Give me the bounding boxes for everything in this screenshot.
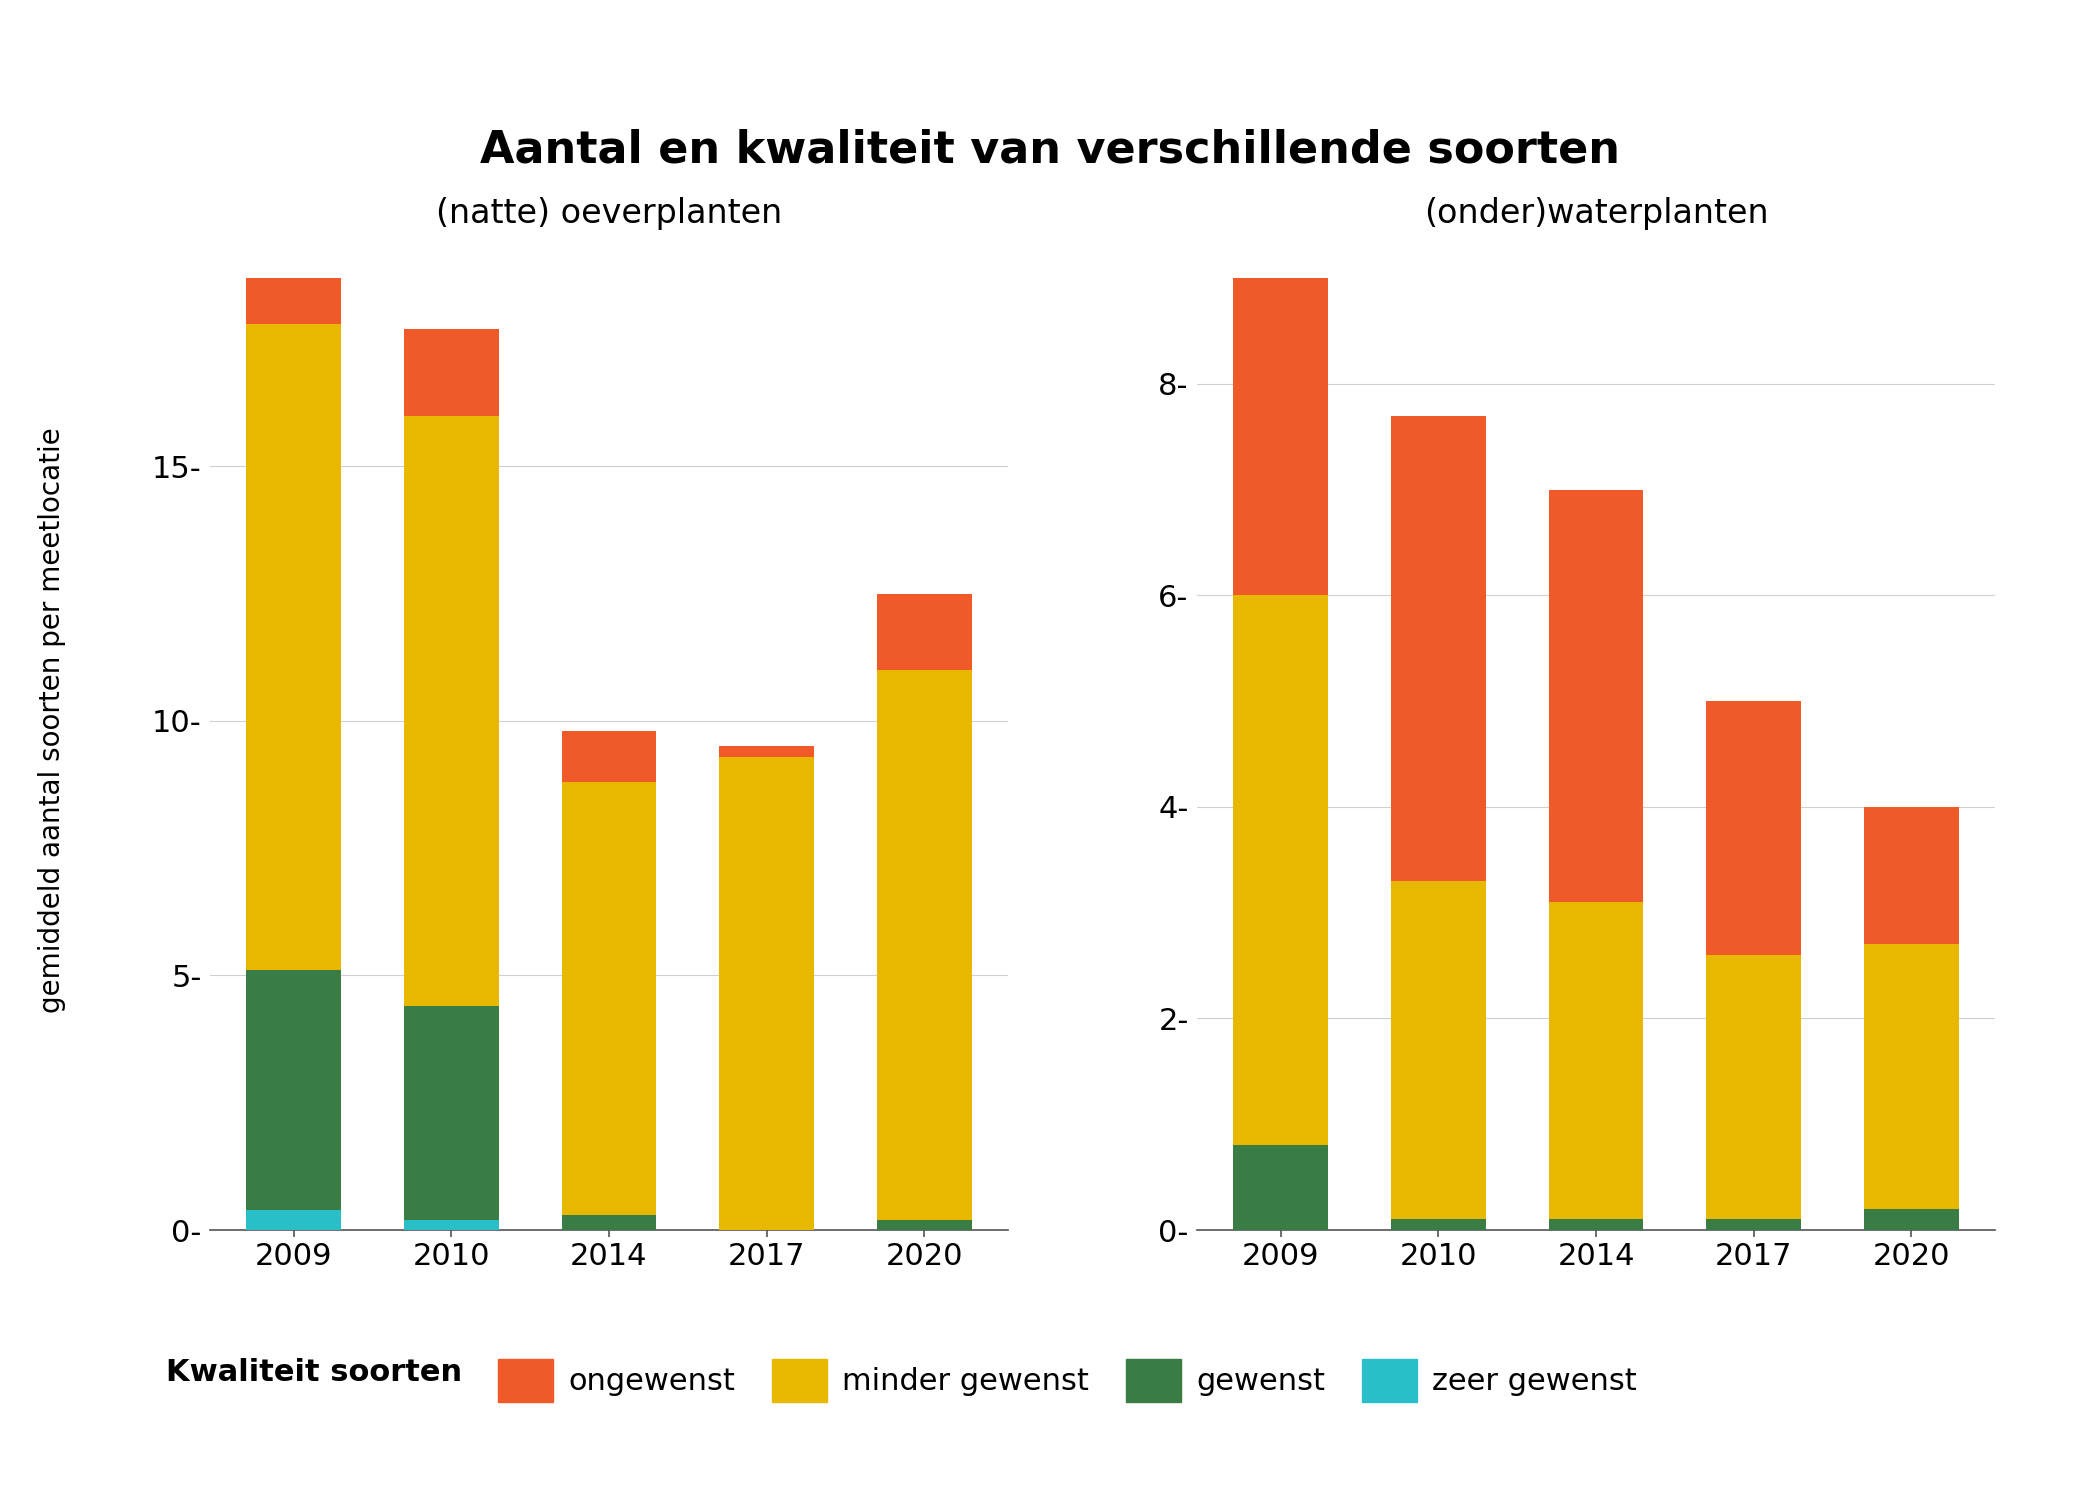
Bar bbox=[1233, 278, 1327, 596]
Bar bbox=[720, 756, 815, 1230]
Bar bbox=[246, 278, 340, 324]
Bar bbox=[1233, 596, 1327, 1146]
Bar bbox=[1707, 1220, 1802, 1230]
Text: Kwaliteit soorten: Kwaliteit soorten bbox=[166, 1358, 462, 1388]
Title: (natte) oeverplanten: (natte) oeverplanten bbox=[437, 198, 781, 231]
Bar bbox=[561, 730, 657, 782]
Bar bbox=[1390, 416, 1485, 880]
Bar bbox=[1865, 807, 1959, 945]
Bar bbox=[246, 970, 340, 1209]
Text: gemiddeld aantal soorten per meetlocatie: gemiddeld aantal soorten per meetlocatie bbox=[38, 427, 67, 1012]
Bar bbox=[1390, 1220, 1485, 1230]
Bar bbox=[561, 1215, 657, 1230]
Bar bbox=[403, 1007, 498, 1220]
Title: (onder)waterplanten: (onder)waterplanten bbox=[1424, 198, 1768, 231]
Bar bbox=[246, 1209, 340, 1230]
Legend: ongewenst, minder gewenst, gewenst, zeer gewenst: ongewenst, minder gewenst, gewenst, zeer… bbox=[498, 1359, 1636, 1402]
Bar bbox=[1390, 880, 1485, 1220]
Bar bbox=[403, 328, 498, 416]
Bar bbox=[403, 416, 498, 1006]
Bar bbox=[878, 670, 972, 1220]
Bar bbox=[1707, 956, 1802, 1220]
Bar bbox=[403, 1220, 498, 1230]
Bar bbox=[1548, 902, 1644, 1220]
Bar bbox=[561, 782, 657, 1215]
Bar bbox=[878, 594, 972, 670]
Bar bbox=[1548, 489, 1644, 902]
Bar bbox=[878, 1220, 972, 1230]
Bar bbox=[1233, 1146, 1327, 1230]
Bar bbox=[720, 747, 815, 756]
Bar bbox=[1865, 945, 1959, 1209]
Bar bbox=[246, 324, 340, 971]
Bar bbox=[1548, 1220, 1644, 1230]
Bar bbox=[1707, 700, 1802, 956]
Text: Aantal en kwaliteit van verschillende soorten: Aantal en kwaliteit van verschillende so… bbox=[481, 129, 1619, 171]
Bar bbox=[1865, 1209, 1959, 1230]
